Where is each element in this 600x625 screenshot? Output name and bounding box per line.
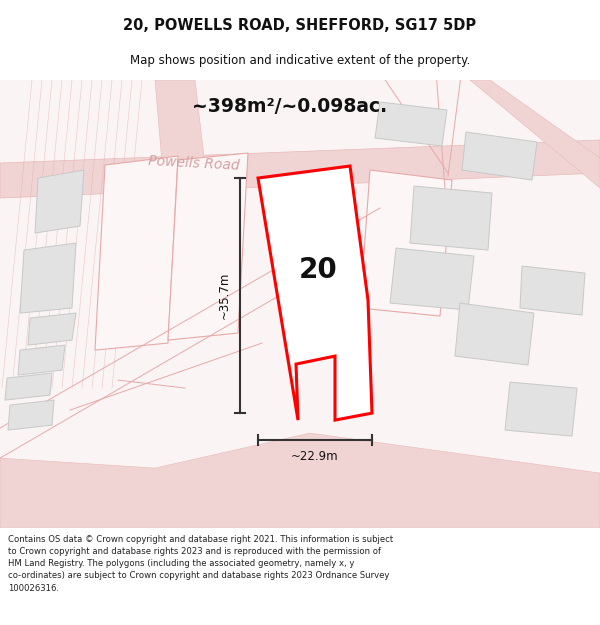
Polygon shape bbox=[18, 345, 65, 375]
Text: Map shows position and indicative extent of the property.: Map shows position and indicative extent… bbox=[130, 54, 470, 68]
Polygon shape bbox=[20, 243, 76, 313]
Polygon shape bbox=[470, 80, 600, 188]
Text: Powells Road: Powells Road bbox=[148, 154, 240, 173]
Polygon shape bbox=[8, 400, 54, 430]
Polygon shape bbox=[5, 373, 52, 400]
Polygon shape bbox=[0, 433, 600, 528]
Text: 20: 20 bbox=[299, 256, 337, 284]
Polygon shape bbox=[155, 80, 210, 213]
Polygon shape bbox=[410, 186, 492, 250]
Polygon shape bbox=[0, 80, 600, 528]
Polygon shape bbox=[0, 140, 600, 198]
Polygon shape bbox=[28, 313, 76, 345]
Text: 20, POWELLS ROAD, SHEFFORD, SG17 5DP: 20, POWELLS ROAD, SHEFFORD, SG17 5DP bbox=[124, 18, 476, 32]
Polygon shape bbox=[505, 382, 577, 436]
Text: ~35.7m: ~35.7m bbox=[218, 272, 230, 319]
Text: ~398m²/~0.098ac.: ~398m²/~0.098ac. bbox=[193, 96, 388, 116]
Polygon shape bbox=[375, 102, 447, 146]
Polygon shape bbox=[168, 153, 248, 340]
Polygon shape bbox=[35, 170, 84, 233]
Polygon shape bbox=[520, 266, 585, 315]
Polygon shape bbox=[390, 248, 474, 310]
Polygon shape bbox=[95, 156, 178, 350]
Polygon shape bbox=[360, 170, 452, 316]
Text: Contains OS data © Crown copyright and database right 2021. This information is : Contains OS data © Crown copyright and d… bbox=[8, 535, 393, 592]
Text: ~22.9m: ~22.9m bbox=[291, 449, 339, 462]
Polygon shape bbox=[455, 303, 534, 365]
Polygon shape bbox=[258, 166, 372, 420]
Polygon shape bbox=[462, 132, 537, 180]
